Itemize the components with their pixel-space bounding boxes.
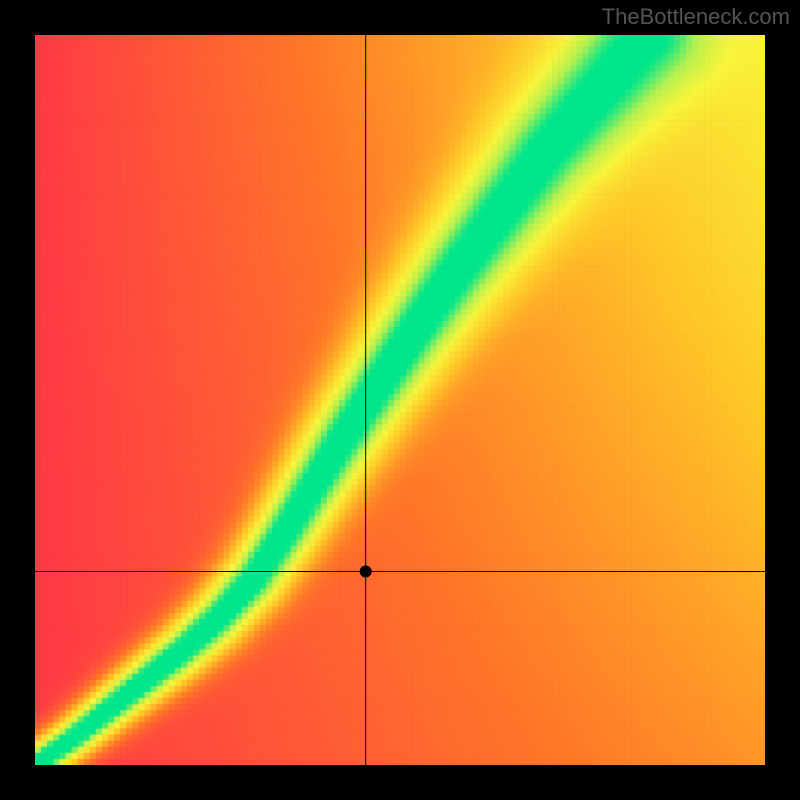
bottleneck-heatmap: [35, 35, 765, 765]
watermark-text: TheBottleneck.com: [602, 4, 790, 30]
chart-container: TheBottleneck.com: [0, 0, 800, 800]
